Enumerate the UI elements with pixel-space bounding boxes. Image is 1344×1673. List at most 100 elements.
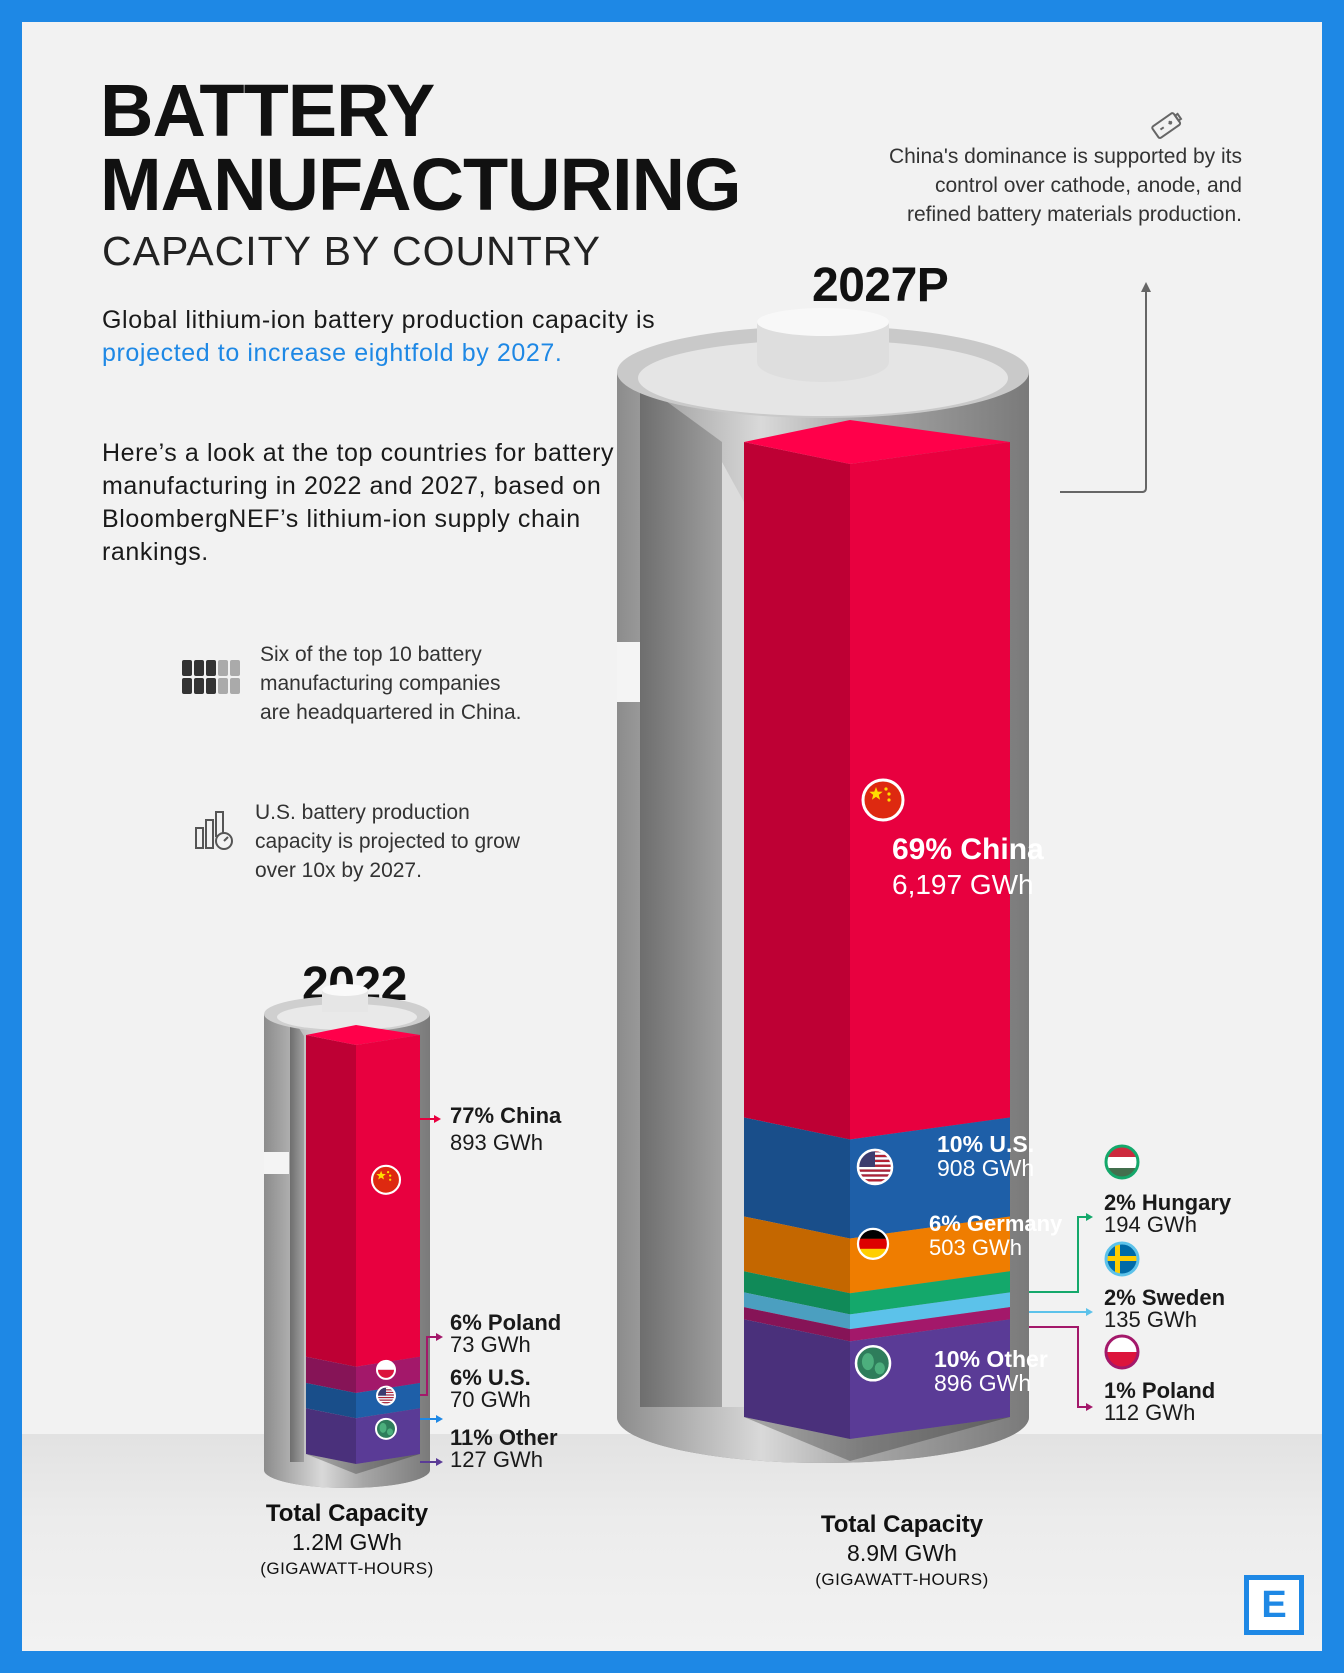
segment-poland [306, 1356, 420, 1394]
connector-2022-poland [420, 1336, 436, 1396]
label-2022-us: 6% U.S. 70 GWh [450, 1367, 531, 1411]
battery-cells-icon [182, 660, 240, 694]
label-2027-sweden-pct: 2% Sweden [1104, 1285, 1226, 1310]
label-2027-us-value: 908 GWh [937, 1155, 1035, 1181]
label-2027-other: 10% Other 896 GWh [934, 1347, 1048, 1395]
total-2022-value: 1.2M GWh [292, 1529, 402, 1555]
segment-hungary [744, 1271, 1010, 1315]
battery-icon [1151, 112, 1183, 139]
label-2027-hungary-pct: 2% Hungary [1104, 1190, 1232, 1215]
segment-other [306, 1408, 420, 1464]
segment-base-shadow [306, 1454, 420, 1474]
globe-icon [375, 1417, 397, 1440]
battery-2022-terminal [322, 990, 368, 1012]
label-2022-poland: 6% Poland 73 GWh [450, 1312, 561, 1356]
floor-shadow [22, 1434, 1322, 1651]
title-line-2: MANUFACTURING [100, 143, 742, 226]
label-2027-other-pct: 10% Other [934, 1346, 1048, 1372]
label-2027-hungary: 2% Hungary 194 GWh [1104, 1192, 1231, 1236]
label-2027-us: 10% U.S. 908 GWh [937, 1132, 1034, 1180]
bar-chart-gauge-icon [195, 811, 233, 850]
segment-us [744, 1117, 1010, 1239]
china-flag-icon [861, 778, 905, 822]
intro-paragraph-1: Global lithium-ion battery production ca… [102, 304, 662, 370]
total-2022-label: Total Capacity [265, 1500, 429, 1527]
label-2022-us-value: 70 GWh [450, 1387, 531, 1412]
battery-2022-inner-wall [290, 1014, 304, 1462]
battery-2022-terminal-top [322, 984, 368, 996]
intro-highlight: projected to increase eightfold by 2027. [102, 339, 563, 367]
segment-other [744, 1319, 1010, 1439]
intro-paragraph-2: Here’s a look at the top countries for b… [102, 439, 615, 566]
label-2022-china-pct: 77% China [450, 1103, 562, 1128]
segment-sweden [744, 1292, 1010, 1330]
subtitle: CAPACITY BY COUNTRY [102, 228, 601, 274]
segment-base-shadow [744, 1417, 1010, 1461]
battery-2027-separator [722, 462, 744, 1407]
globe-icon [854, 1345, 892, 1382]
china-flag-icon [370, 1164, 402, 1195]
label-2022-china-value: 893 GWh [450, 1130, 543, 1155]
total-2027-label: Total Capacity [820, 1511, 984, 1538]
label-2027-poland: 1% Poland 112 GWh [1104, 1380, 1215, 1424]
battery-2027-terminal [757, 322, 889, 382]
battery-2027 [617, 308, 1029, 1463]
total-2027-unit: (GIGAWATT-HOURS) [815, 1570, 989, 1589]
title-line-1: BATTERY [100, 69, 435, 152]
infographic-frame: BATTERY MANUFACTURING CAPACITY BY COUNTR… [22, 22, 1322, 1651]
poland-flag-icon [1104, 1334, 1140, 1370]
labels-2027-connectors [1029, 1144, 1140, 1411]
label-2022-other-value: 127 GWh [450, 1447, 543, 1472]
germany-flag-icon [856, 1227, 890, 1260]
battery-2022-segments [306, 1025, 420, 1474]
hungary-flag-icon [1104, 1144, 1140, 1180]
battery-2027-terminal-top [757, 308, 889, 336]
label-2027-other-value: 896 GWh [934, 1370, 1032, 1396]
label-2022-poland-value: 73 GWh [450, 1332, 531, 1357]
label-2027-hungary-value: 194 GWh [1104, 1212, 1197, 1237]
us-flag-icon [376, 1385, 396, 1406]
label-2022-us-pct: 6% U.S. [450, 1365, 531, 1390]
chart-2027-title: 2027P [812, 259, 949, 312]
label-2027-sweden-value: 135 GWh [1104, 1307, 1197, 1332]
segment-poland [744, 1307, 1010, 1342]
us-growth-note: U.S. battery production capacity is proj… [255, 801, 520, 882]
connector-2027-hungary [1029, 1216, 1086, 1293]
china-note-connector [1060, 284, 1147, 493]
label-2022-china: 77% China 893 GWh [450, 1102, 561, 1156]
battery-2022 [264, 984, 430, 1488]
us-flag-icon [856, 1148, 894, 1186]
label-2027-china-value: 6,197 GWh [892, 869, 1034, 900]
label-2022-poland-pct: 6% Poland [450, 1310, 562, 1335]
label-2027-us-pct: 10% U.S. [937, 1131, 1035, 1157]
china-dominance-note: China's dominance is supported by its co… [888, 145, 1242, 226]
total-2027: Total Capacity 8.9M GWh (GIGAWATT-HOURS) [792, 1510, 1012, 1592]
connector-layer [1060, 282, 1151, 493]
china-note-arrowhead [1141, 282, 1151, 292]
label-2022-other: 11% Other 127 GWh [450, 1427, 558, 1471]
total-2027-value: 8.9M GWh [847, 1540, 957, 1566]
label-2027-china-pct: 69% China [892, 833, 1044, 866]
battery-2022-rim-inner [277, 1004, 417, 1030]
segment-china [744, 420, 1010, 1140]
label-2027-poland-pct: 1% Poland [1104, 1378, 1216, 1403]
battery-2022-wrap-stripe [264, 1152, 289, 1174]
connector-2027-poland [1029, 1326, 1086, 1408]
total-2022-unit: (GIGAWATT-HOURS) [260, 1559, 434, 1578]
segment-germany [744, 1216, 1010, 1294]
battery-2027-segments [744, 420, 1010, 1461]
publisher-logo: E [1244, 1575, 1304, 1635]
segment-china [306, 1025, 420, 1367]
label-2022-other-pct: 11% Other [450, 1425, 558, 1450]
sweden-flag-icon [1104, 1241, 1140, 1277]
label-2027-germany-value: 503 GWh [929, 1235, 1022, 1260]
label-2027-china: 69% China 6,197 GWh [892, 832, 1044, 902]
label-2027-sweden: 2% Sweden 135 GWh [1104, 1287, 1225, 1331]
companies-note: Six of the top 10 battery manufacturing … [260, 643, 522, 724]
label-2027-poland-value: 112 GWh [1104, 1400, 1196, 1425]
intro-text: Global lithium-ion battery production ca… [102, 306, 656, 334]
label-2027-germany: 6% Germany 503 GWh [929, 1212, 1062, 1260]
label-2027-germany-pct: 6% Germany [929, 1211, 1063, 1236]
total-2022: Total Capacity 1.2M GWh (GIGAWATT-HOURS) [252, 1499, 442, 1581]
poland-flag-icon [376, 1359, 396, 1380]
